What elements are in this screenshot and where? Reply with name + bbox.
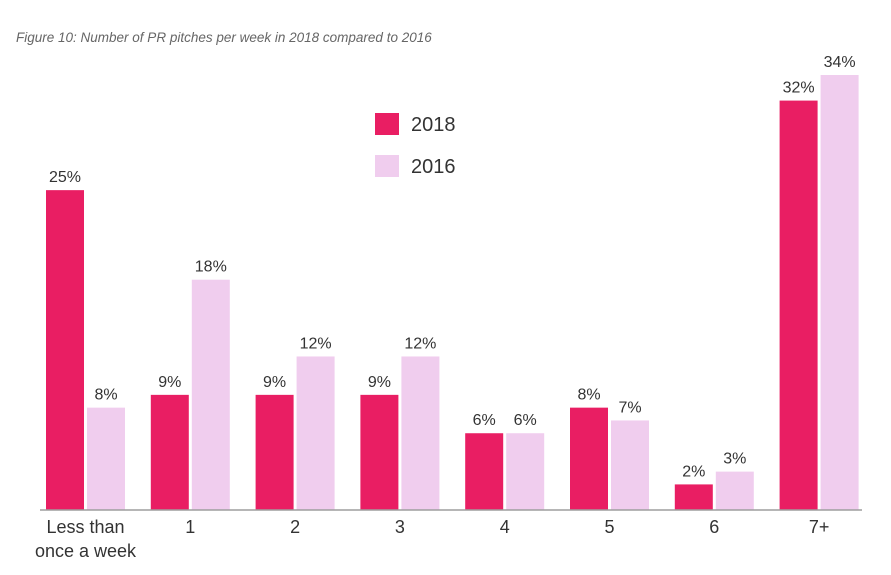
category-label-4: 4: [500, 517, 510, 537]
value-labels-group: 25% 8% 9% 18% 9% 12% 9% 12% 6% 6% 8% 7% 2% 3% 32% 34%: [49, 54, 856, 480]
value-label-2018-cat-2: 9%: [263, 374, 286, 391]
bar-2018-cat-7: [779, 100, 818, 511]
bar-2018-cat-6: [674, 484, 713, 510]
bar-2016-cat-0: [87, 407, 125, 510]
legend-label-2018: 2018: [411, 114, 456, 136]
value-label-2016-cat-3: 12%: [404, 335, 436, 352]
value-label-2016-cat-7: 34%: [824, 54, 856, 71]
figure-caption: Figure 10: Number of PR pitches per week…: [16, 30, 432, 45]
category-label-7: 7+: [809, 517, 830, 537]
bar-2016-cat-4: [506, 433, 545, 510]
bar-2016-cat-3: [401, 356, 440, 510]
legend-swatch-2016: [375, 155, 399, 177]
legend-swatch-2018: [375, 113, 399, 135]
bar-2018-cat-5: [570, 407, 608, 510]
category-label-0-line-1: once a week: [35, 541, 137, 561]
bar-2016-cat-6: [715, 471, 754, 510]
value-label-2016-cat-6: 3%: [723, 451, 746, 468]
value-label-2018-cat-3: 9%: [368, 374, 391, 391]
category-label-1: 1: [185, 517, 195, 537]
bar-2018-cat-3: [360, 394, 399, 510]
bars-group: [46, 75, 859, 511]
category-label-3: 3: [395, 517, 405, 537]
bar-2016-cat-2: [296, 356, 335, 510]
value-label-2018-cat-0: 25%: [49, 169, 81, 186]
value-label-2016-cat-2: 12%: [300, 335, 332, 352]
bar-2018-cat-2: [255, 394, 294, 510]
bar-2018-cat-0: [46, 190, 84, 510]
bar-2016-cat-7: [820, 75, 859, 510]
value-label-2018-cat-1: 9%: [158, 374, 181, 391]
bar-2018-cat-4: [465, 433, 504, 510]
value-label-2018-cat-5: 8%: [577, 387, 600, 404]
legend-label-2016: 2016: [411, 156, 456, 178]
legend: 2018 2016: [375, 113, 456, 178]
bar-2018-cat-1: [150, 394, 189, 510]
value-label-2016-cat-5: 7%: [618, 399, 641, 416]
value-label-2016-cat-4: 6%: [514, 412, 537, 429]
category-label-0-line-0: Less than: [46, 517, 124, 537]
category-label-2: 2: [290, 517, 300, 537]
value-label-2018-cat-7: 32%: [783, 80, 815, 97]
value-label-2016-cat-1: 18%: [195, 259, 227, 276]
bar-2016-cat-5: [611, 420, 649, 510]
category-label-6: 6: [709, 517, 719, 537]
value-label-2018-cat-6: 2%: [682, 463, 705, 480]
bar-2016-cat-1: [191, 279, 230, 510]
value-label-2018-cat-4: 6%: [473, 412, 496, 429]
value-label-2016-cat-0: 8%: [94, 387, 117, 404]
category-label-5: 5: [604, 517, 614, 537]
category-labels-group: Less than once a week 1 2 3 4 5 6 7+: [35, 517, 829, 561]
